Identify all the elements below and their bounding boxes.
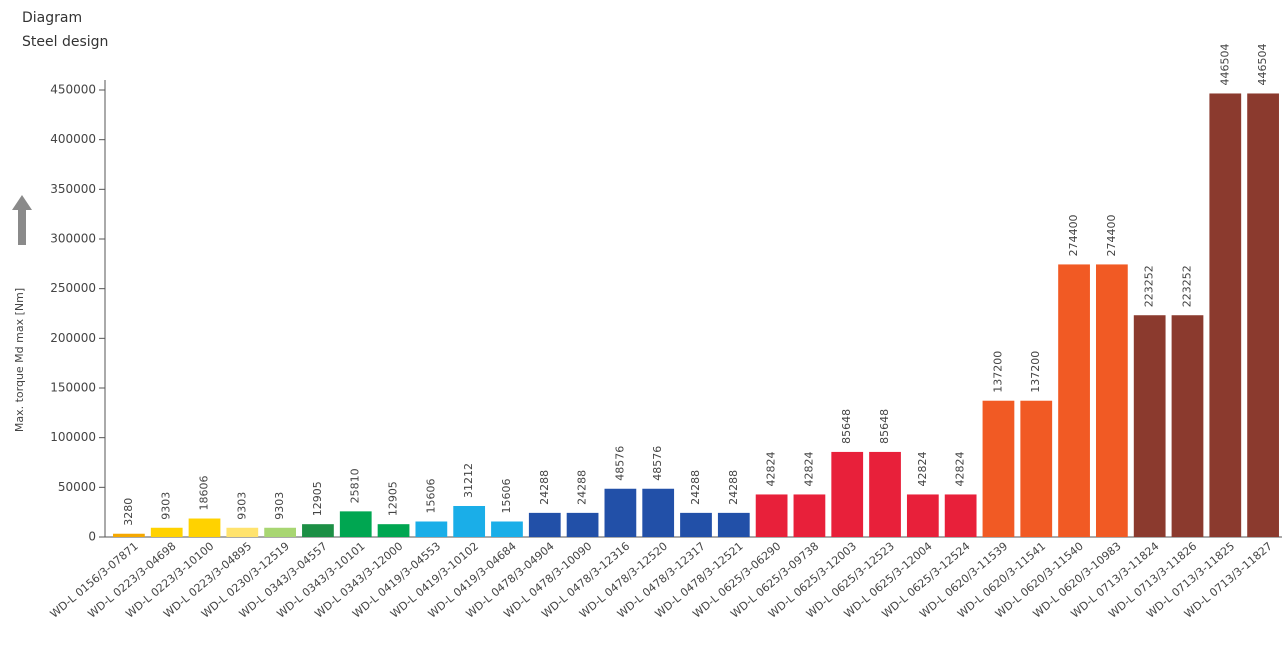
y-tick-label: 150000	[50, 381, 96, 395]
value-label: 274400	[1067, 214, 1080, 256]
bar	[869, 451, 901, 537]
value-label: 85648	[878, 409, 891, 444]
bar	[415, 521, 448, 537]
value-label: 24288	[538, 470, 551, 505]
value-label: 48576	[651, 446, 664, 481]
bar	[793, 494, 826, 537]
value-label: 15606	[500, 478, 513, 513]
value-label: 12905	[387, 481, 400, 516]
value-label: 446504	[1256, 43, 1269, 85]
value-label: 223252	[1180, 265, 1193, 307]
y-tick-label: 450000	[50, 83, 96, 97]
value-label: 24288	[727, 470, 740, 505]
bar	[717, 512, 750, 537]
value-label: 9303	[160, 492, 173, 520]
value-label: 15606	[424, 478, 437, 513]
y-tick-label: 250000	[50, 281, 96, 295]
value-label: 137200	[991, 351, 1004, 393]
y-tick-label: 50000	[58, 480, 96, 494]
value-label: 42824	[916, 451, 929, 486]
value-label: 85648	[840, 409, 853, 444]
value-label: 274400	[1105, 214, 1118, 256]
value-label: 137200	[1029, 351, 1042, 393]
chart-subtitle: Steel design	[22, 34, 108, 50]
chart-title: Diagram	[22, 10, 82, 26]
value-label: 223252	[1143, 265, 1156, 307]
bar	[982, 400, 1015, 537]
arrow-icon	[12, 195, 32, 245]
value-label: 446504	[1218, 43, 1231, 85]
value-label: 9303	[273, 492, 286, 520]
y-tick-label: 300000	[50, 232, 96, 246]
value-label: 42824	[802, 451, 815, 486]
y-tick-label: 0	[88, 530, 96, 544]
bar	[680, 512, 712, 537]
bar	[1095, 264, 1128, 537]
value-label: 31212	[462, 463, 475, 498]
bar	[150, 527, 183, 537]
bar	[566, 512, 599, 537]
value-label: 25810	[349, 468, 362, 503]
bar	[453, 505, 486, 537]
bar	[339, 511, 372, 537]
value-label: 3280	[122, 498, 135, 526]
bar	[642, 488, 675, 537]
y-tick-label: 200000	[50, 331, 96, 345]
y-axis-label: Max. torque Md max [Nm]	[13, 288, 26, 432]
y-tick-label: 400000	[50, 132, 96, 146]
bar	[377, 524, 410, 537]
value-label: 12905	[311, 481, 324, 516]
value-label: 24288	[576, 470, 589, 505]
bar	[264, 527, 297, 537]
y-tick-label: 350000	[50, 182, 96, 196]
value-label: 42824	[954, 451, 967, 486]
bar	[1020, 400, 1053, 537]
bar	[831, 451, 864, 537]
bar	[604, 488, 637, 537]
bar	[944, 494, 977, 537]
bar	[528, 512, 561, 537]
bar	[906, 494, 939, 537]
value-label: 18606	[198, 476, 211, 511]
bar	[188, 518, 221, 537]
value-label: 48576	[613, 446, 626, 481]
bar	[1209, 93, 1242, 538]
bar	[226, 527, 259, 537]
value-label: 24288	[689, 470, 702, 505]
bar	[755, 494, 788, 537]
value-label: 42824	[765, 451, 778, 486]
bar	[302, 524, 334, 537]
value-label: 9303	[235, 492, 248, 520]
bar	[1058, 264, 1090, 537]
bar	[113, 533, 145, 537]
bar	[1247, 93, 1279, 538]
bar	[1171, 315, 1204, 537]
bar	[491, 521, 523, 537]
y-tick-label: 100000	[50, 430, 96, 444]
bar	[1133, 315, 1166, 537]
